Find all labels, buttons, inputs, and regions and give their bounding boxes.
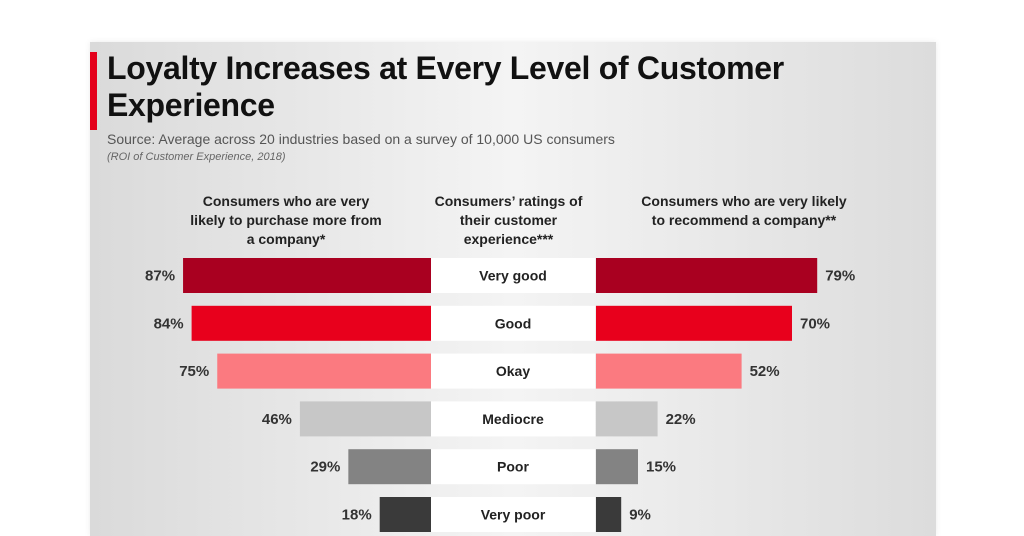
- center-box-good: [431, 305, 595, 341]
- chart-subtitle: Source: Average across 20 industries bas…: [107, 131, 615, 147]
- center-column-header: Consumers’ ratings of their customer exp…: [434, 193, 583, 247]
- left-value-label-good: 84%: [154, 315, 184, 332]
- left-value-label-very-poor: 18%: [342, 507, 372, 524]
- category-label-very-poor: Very poor: [481, 507, 546, 523]
- right-value-label-very-good: 79%: [825, 268, 855, 285]
- left-value-label-very-good: 87%: [145, 268, 175, 285]
- category-label-very-good: Very good: [479, 268, 547, 284]
- right-value-label-poor: 15%: [646, 459, 676, 476]
- center-box-okay: [431, 353, 595, 389]
- left-column-header: Consumers who are very likely to purchas…: [190, 193, 382, 247]
- left-bar-okay: [217, 353, 431, 389]
- right-bar-okay: [596, 353, 742, 389]
- left-bar-good: [191, 305, 431, 341]
- right-bar-poor: [596, 449, 638, 485]
- category-label-good: Good: [495, 315, 532, 331]
- center-box-very-poor: [431, 497, 595, 532]
- infographic-card: Loyalty Increases at Every Level of Cust…: [90, 42, 936, 536]
- category-label-poor: Poor: [497, 459, 529, 475]
- right-column-header: Consumers who are very likely to recomme…: [641, 193, 847, 228]
- right-value-label-very-poor: 9%: [629, 507, 651, 524]
- left-bar-poor: [348, 449, 431, 485]
- center-box-poor: [431, 449, 595, 485]
- right-value-label-mediocre: 22%: [666, 411, 696, 428]
- category-label-mediocre: Mediocre: [482, 411, 544, 427]
- right-bar-very-good: [596, 258, 818, 293]
- right-value-label-good: 70%: [800, 315, 830, 332]
- chart-title: Loyalty Increases at Every Level of Cust…: [107, 50, 784, 123]
- right-bar-mediocre: [596, 401, 658, 437]
- left-bar-very-poor: [379, 497, 431, 532]
- right-bar-very-poor: [596, 497, 622, 532]
- center-box-mediocre: [431, 401, 595, 437]
- source-note: (ROI of Customer Experience, 2018): [107, 151, 286, 163]
- category-label-okay: Okay: [496, 363, 530, 379]
- left-bar-very-good: [183, 258, 431, 293]
- left-value-label-mediocre: 46%: [262, 411, 292, 428]
- center-box-very-good: [431, 258, 595, 293]
- right-value-label-okay: 52%: [750, 363, 780, 380]
- butterfly-bar-chart: Very good 87% 79% Good 84% 70% Okay 75% 52% Medio…: [145, 258, 855, 532]
- left-bar-mediocre: [299, 401, 431, 437]
- title-accent-bar: [90, 52, 97, 130]
- left-value-label-okay: 75%: [179, 363, 209, 380]
- left-value-label-poor: 29%: [310, 459, 340, 476]
- right-bar-good: [596, 305, 792, 341]
